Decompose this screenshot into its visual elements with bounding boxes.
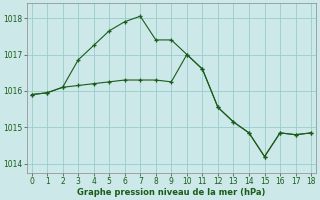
X-axis label: Graphe pression niveau de la mer (hPa): Graphe pression niveau de la mer (hPa) xyxy=(77,188,266,197)
